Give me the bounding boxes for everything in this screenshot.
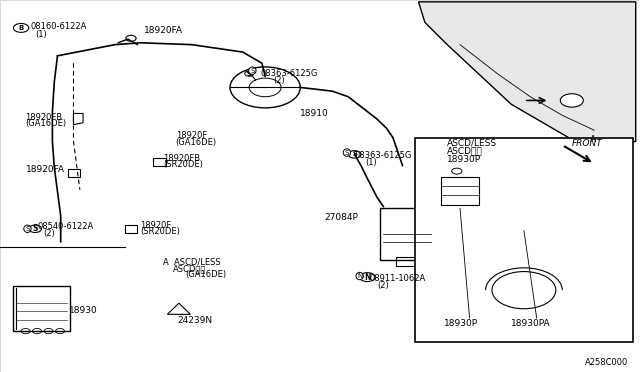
Text: (GA16DE): (GA16DE) <box>186 270 227 279</box>
Text: (SR20DE): (SR20DE) <box>141 227 180 236</box>
Text: ASCD重重: ASCD重重 <box>447 146 483 155</box>
Text: (1): (1) <box>35 30 47 39</box>
Text: (GA16DE): (GA16DE) <box>176 138 217 147</box>
Text: S: S <box>345 150 349 155</box>
Text: N: N <box>357 273 362 279</box>
Text: 18930P: 18930P <box>447 155 481 164</box>
Text: 18920FB: 18920FB <box>26 113 63 122</box>
Text: 24239N: 24239N <box>178 316 212 325</box>
Text: A258C000: A258C000 <box>584 358 628 367</box>
Text: 18920FA: 18920FA <box>144 26 183 35</box>
Text: 08540-6122A: 08540-6122A <box>37 222 93 231</box>
Text: 18930P: 18930P <box>444 319 478 328</box>
Text: 18930: 18930 <box>69 306 98 315</box>
Text: 08363-6125G: 08363-6125G <box>355 151 412 160</box>
Text: A: A <box>590 135 596 144</box>
Text: (1): (1) <box>365 158 376 167</box>
Polygon shape <box>419 2 636 149</box>
Text: S: S <box>33 224 38 233</box>
Text: 18920F: 18920F <box>141 221 172 230</box>
Text: 08911-1062A: 08911-1062A <box>369 274 426 283</box>
Text: N: N <box>364 273 371 282</box>
Text: 18910: 18910 <box>300 109 329 118</box>
Text: 18930PA: 18930PA <box>511 319 551 328</box>
Text: S: S <box>352 151 357 157</box>
Text: 08363-6125G: 08363-6125G <box>260 69 318 78</box>
Text: 18920FB: 18920FB <box>163 154 200 163</box>
Circle shape <box>561 94 583 107</box>
Text: ASCD/LESS: ASCD/LESS <box>447 139 497 148</box>
Text: B: B <box>19 25 24 31</box>
Text: 08160-6122A: 08160-6122A <box>31 22 87 31</box>
Text: ASCD重重: ASCD重重 <box>173 264 206 273</box>
Text: S: S <box>246 71 252 77</box>
Text: (GA16DE): (GA16DE) <box>26 119 67 128</box>
Text: 18920F: 18920F <box>176 131 207 140</box>
Text: 27084P: 27084P <box>324 213 358 222</box>
Text: (2): (2) <box>43 229 54 238</box>
Text: S: S <box>250 68 255 74</box>
Text: 18920FA: 18920FA <box>26 165 65 174</box>
Text: (SR20DE): (SR20DE) <box>163 160 203 169</box>
Text: (2): (2) <box>273 76 285 85</box>
Text: (2): (2) <box>377 281 388 290</box>
Text: S: S <box>26 226 29 232</box>
Text: A  ASCD/LESS: A ASCD/LESS <box>163 258 221 267</box>
Text: FRONT: FRONT <box>572 139 603 148</box>
FancyBboxPatch shape <box>415 138 632 342</box>
